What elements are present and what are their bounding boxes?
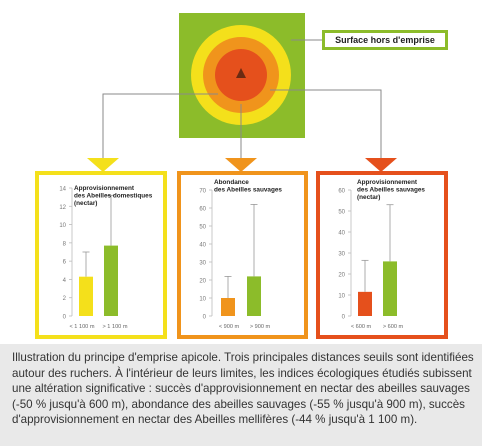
y-tick-label: 40: [199, 243, 206, 249]
y-tick-label: 0: [342, 315, 346, 321]
y-tick-label: 14: [59, 187, 66, 193]
connectors: [102, 89, 382, 158]
y-tick-label: 4: [63, 278, 67, 284]
caption-area: Illustration du principe d'emprise apico…: [0, 344, 482, 446]
y-tick-label: 0: [63, 315, 67, 321]
x-tick-label: > 600 m: [383, 324, 404, 330]
chart-panel-2: 0 10 20 30 40 50 60 70 < 900 m > 900 m Abondance de…: [199, 179, 282, 330]
y-tick-label: 6: [63, 260, 67, 266]
x-tick-label: < 900 m: [219, 324, 240, 330]
y-tick-label: 40: [338, 231, 345, 237]
y-tick-label: 10: [199, 297, 206, 303]
caption-text: Illustration du principe d'emprise apico…: [12, 351, 474, 427]
chart-panel-3: 0 10 20 30 40 50 60 < 600 m > 600 m Approvisionne…: [338, 179, 425, 330]
chart-title: Approvisionnement des Abeilles sauvages (n…: [357, 179, 425, 201]
y-tick-label: 2: [63, 296, 67, 302]
y-tick-label: 12: [59, 205, 66, 211]
apiary-marker-icon: [236, 68, 246, 78]
y-tick-label: 8: [63, 241, 67, 247]
panel-frame-2: [177, 171, 308, 339]
figure-area: 0 2 4 6 8 10 12 14 < 1 100 m > 1 100 m Approvision…: [35, 13, 448, 339]
connector-red: [270, 89, 382, 158]
y-tick-label: 30: [199, 261, 206, 267]
chart-panel-1: 0 2 4 6 8 10 12 14 < 1 100 m > 1 100 m Approvision…: [59, 185, 152, 330]
connector-yellow: [102, 93, 218, 158]
y-tick-label: 10: [338, 294, 345, 300]
bar: [221, 298, 235, 316]
bar: [358, 291, 372, 316]
surface-label: Surface hors d'emprise: [322, 30, 448, 50]
bar: [104, 245, 118, 316]
panel-frame-1: [35, 171, 167, 339]
x-tick-label: > 1 100 m: [102, 324, 127, 330]
y-tick-label: 60: [338, 189, 345, 195]
y-tick-label: 0: [203, 315, 207, 321]
y-tick-label: 60: [199, 207, 206, 213]
chart-title: Approvisionnement des Abeilles domestique…: [74, 185, 153, 207]
chart-title: Abondance des Abeilles sauvages: [214, 179, 282, 194]
x-tick-label: < 1 100 m: [69, 324, 94, 330]
bar: [383, 261, 397, 316]
y-tick-label: 20: [199, 279, 206, 285]
arrow-down-yellow-icon: [87, 158, 119, 172]
y-tick-label: 50: [199, 225, 206, 231]
y-tick-label: 30: [338, 252, 345, 258]
panel-frame-3: [316, 171, 448, 339]
x-tick-label: < 600 m: [351, 324, 372, 330]
x-tick-label: > 900 m: [250, 324, 271, 330]
figure-svg: 0 2 4 6 8 10 12 14 < 1 100 m > 1 100 m Approvision…: [35, 13, 448, 339]
bar: [247, 276, 261, 316]
arrow-down-orange-icon: [225, 158, 257, 172]
y-tick-label: 70: [199, 189, 206, 195]
arrow-down-red-icon: [365, 158, 397, 172]
emprise-diagram: [179, 13, 322, 138]
bar: [79, 276, 93, 316]
y-tick-label: 10: [59, 223, 66, 229]
y-tick-label: 20: [338, 273, 345, 279]
y-tick-label: 50: [338, 210, 345, 216]
